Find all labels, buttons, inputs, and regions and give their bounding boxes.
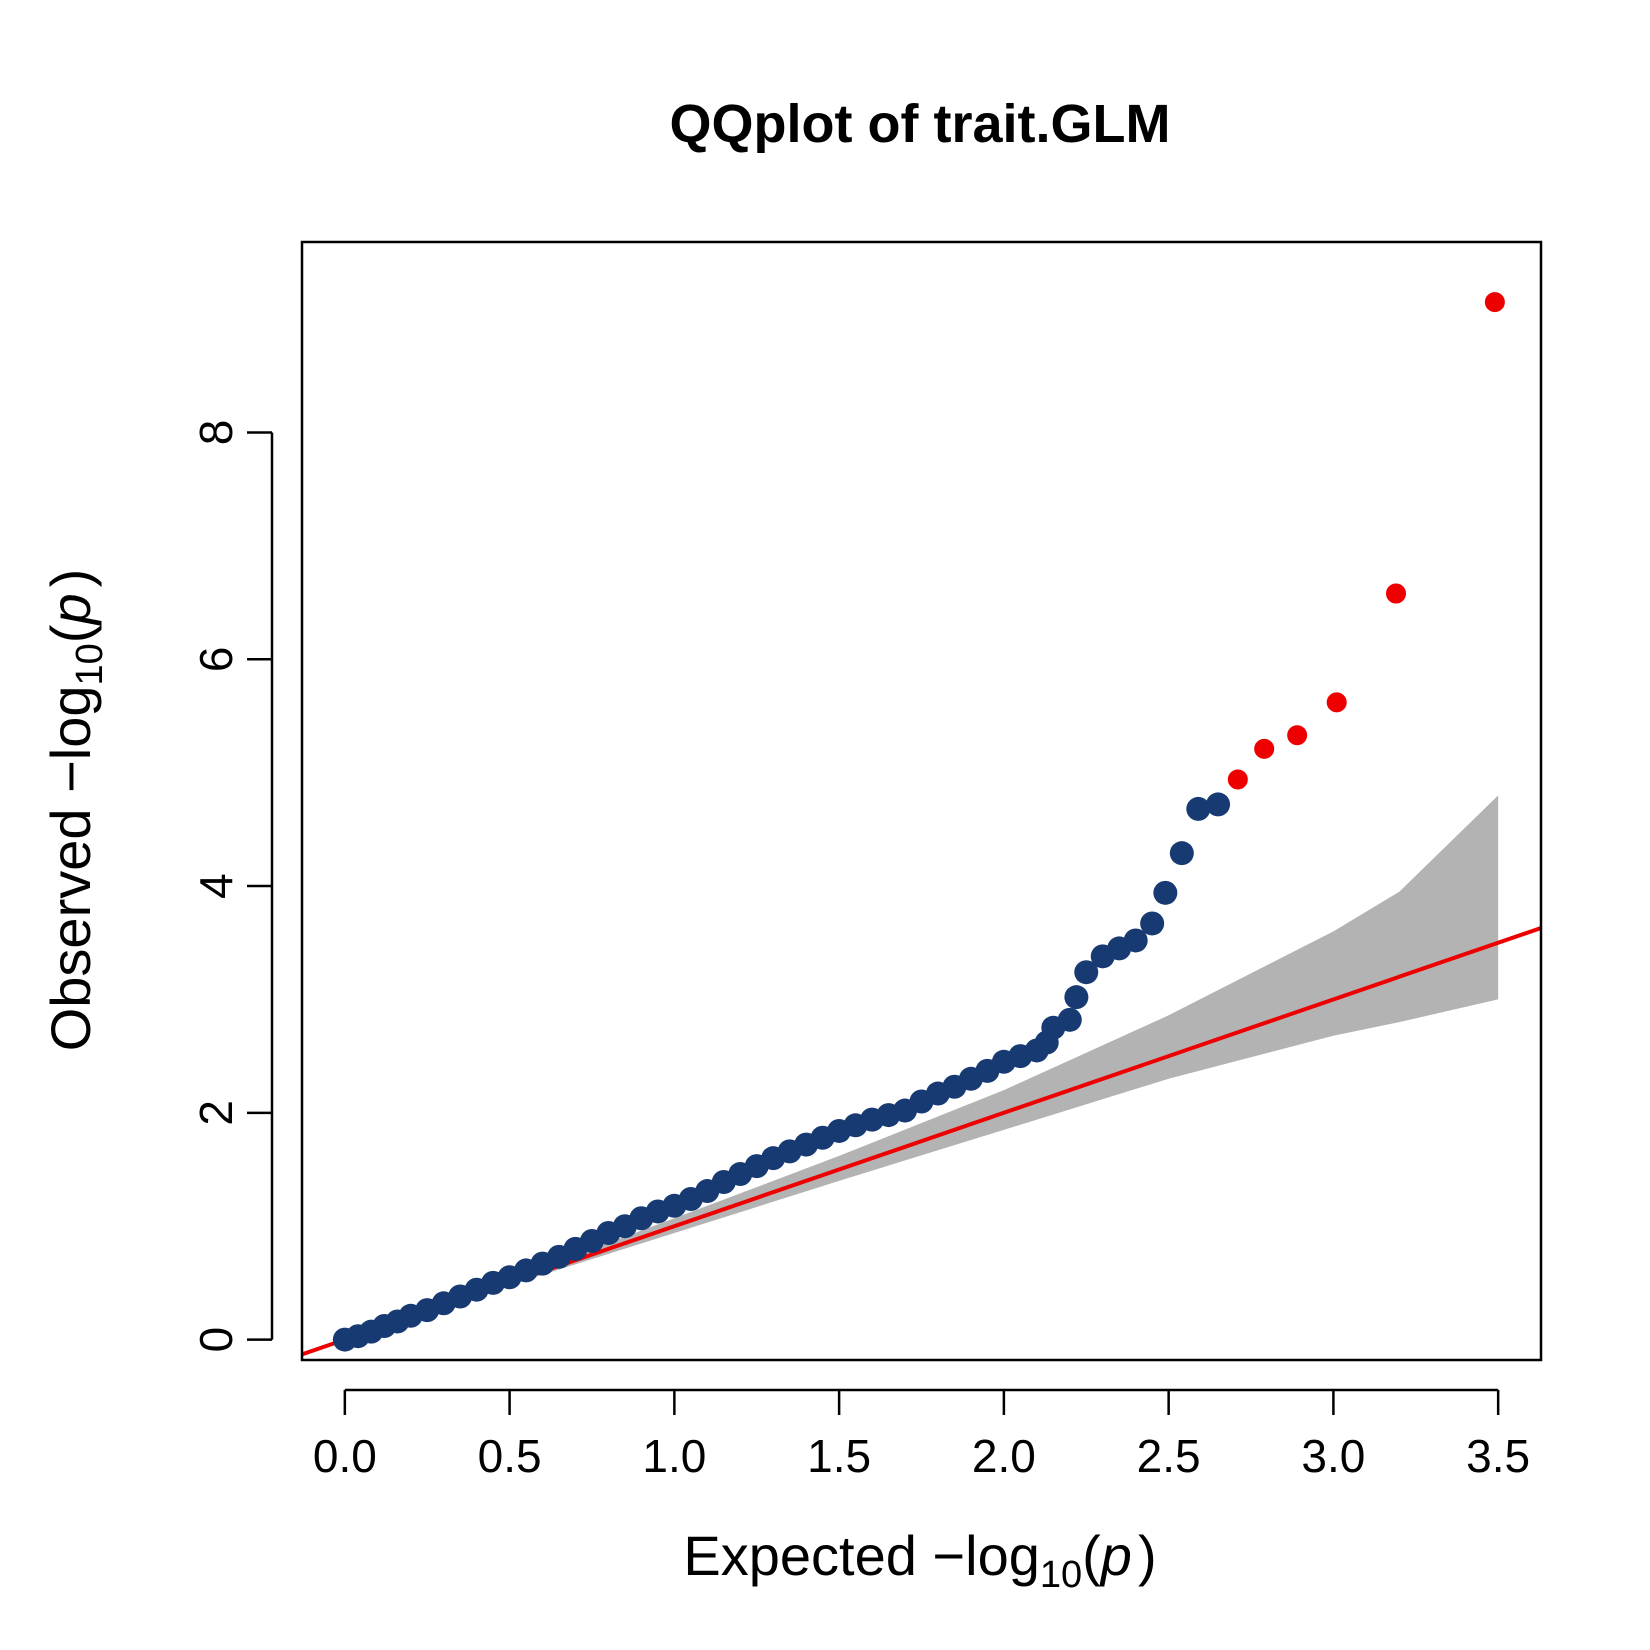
data-point [1064, 985, 1089, 1010]
x-axis-tick-label: 1.5 [807, 1430, 871, 1482]
highlighted-point [1384, 581, 1409, 606]
highlighted-point [1225, 767, 1250, 792]
y-axis-title-prefix: Observed [39, 793, 102, 1051]
x-axis-tick-label: 0.0 [313, 1430, 377, 1482]
y-axis-title-base: 10 [69, 643, 111, 685]
y-axis-title-open-paren: ( [39, 624, 102, 643]
y-axis-title-close-paren: ) [39, 569, 102, 588]
x-axis-title-close-paren: ) [1138, 1524, 1157, 1587]
y-axis-title-minus: − [39, 760, 102, 793]
data-point [1123, 928, 1148, 953]
highlighted-point [1285, 723, 1310, 748]
highlighted-point [1324, 690, 1349, 715]
data-point [1206, 792, 1231, 817]
plot-frame [300, 240, 1543, 1362]
x-axis-title-prefix: Expected [683, 1524, 932, 1587]
x-axis-title-minus: − [932, 1524, 965, 1587]
y-axis-tick-label: 6 [190, 646, 242, 672]
x-axis-title-log: log [965, 1524, 1040, 1587]
data-point [1186, 796, 1211, 821]
x-axis-tick-label: 2.5 [1137, 1430, 1201, 1482]
y-axis: 0 2 4 6 8 [190, 420, 274, 1353]
x-axis-tick-label: 0.5 [478, 1430, 542, 1482]
y-axis-title-log: log [39, 685, 102, 760]
data-point [1153, 880, 1178, 905]
y-axis-tick-label: 4 [190, 873, 242, 899]
x-axis-tick-label: 3.5 [1466, 1430, 1530, 1482]
data-point [1057, 1007, 1082, 1032]
x-axis-title-base: 10 [1040, 1554, 1082, 1596]
x-axis-tick-label: 1.0 [642, 1430, 706, 1482]
highlighted-point [1482, 290, 1507, 315]
data-point [1169, 841, 1194, 866]
y-axis-tick-label: 8 [190, 420, 242, 446]
y-axis-tick-label: 0 [190, 1327, 242, 1353]
chart-title: QQplot of trait.GLM [670, 94, 1171, 154]
plot-area [302, 290, 1541, 1357]
x-axis: 0.0 0.5 1.0 1.5 2.0 2.5 3.0 3.5 [313, 1388, 1530, 1482]
x-axis-title-open-paren: ( [1082, 1524, 1101, 1587]
x-axis-tick-label: 3.0 [1301, 1430, 1365, 1482]
data-point [1074, 960, 1099, 985]
y-axis-title: Observed −log10(p) [39, 569, 111, 1052]
data-points-layer [332, 290, 1507, 1352]
y-axis-tick-label: 2 [190, 1100, 242, 1126]
data-point [1140, 911, 1165, 936]
x-axis-title: Expected −log10(p) [683, 1524, 1156, 1596]
highlighted-point [1252, 736, 1277, 761]
y-axis-title-variable: p [39, 593, 102, 626]
x-axis-title-variable: p [1099, 1524, 1132, 1587]
x-axis-tick-label: 2.0 [972, 1430, 1036, 1482]
